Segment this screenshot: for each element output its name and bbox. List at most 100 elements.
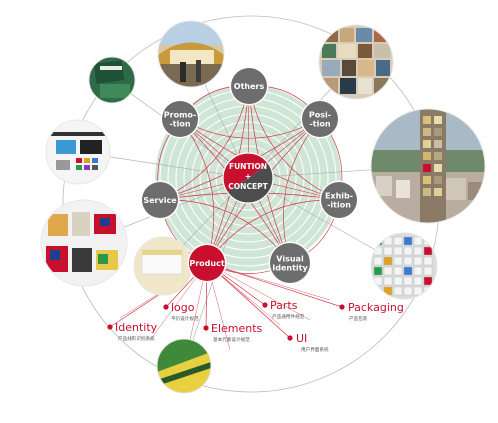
photo-mosaic: [319, 25, 393, 99]
panel-cell: [383, 236, 393, 246]
photo-mosaic-frame: [318, 24, 394, 100]
subitem-parts-cn: 产品通用件规范: [272, 313, 305, 320]
subitem-identity-cn: 产品线形识别系统: [118, 335, 155, 342]
node-product-label: Product: [189, 259, 224, 268]
node-disc: [142, 182, 178, 218]
photo-stadium-frame: [157, 20, 225, 88]
panel-cell: [393, 286, 403, 296]
photo-panel: [371, 233, 437, 299]
node-position[interactable]: Posi--tion: [300, 99, 340, 139]
product-branch: [206, 262, 331, 301]
center-line-3: CONCEPT: [228, 182, 268, 191]
panel-cell: [383, 286, 393, 296]
subitem-dot: [163, 304, 169, 310]
subitem-packaging-label: Packaging: [348, 301, 404, 314]
center-line-1: FUNTION: [229, 162, 267, 171]
panel-cell: [373, 286, 383, 296]
panel-cell: [393, 266, 403, 276]
subitem-parts-label: Parts: [270, 299, 298, 312]
node-product[interactable]: Product: [187, 243, 227, 283]
panel-cell: [393, 236, 403, 246]
photo-city: [371, 109, 485, 223]
panel-cell: [373, 256, 383, 266]
product-branch: [206, 262, 343, 308]
panel-cell: [423, 266, 433, 276]
panel-cell: [373, 266, 383, 276]
panel-cell: [413, 246, 423, 256]
panel-cell: [383, 276, 393, 286]
node-visual-label: Visual: [276, 255, 304, 264]
panel-cell: [413, 276, 423, 286]
photo-booklet: [89, 57, 135, 103]
subitem-dot: [203, 325, 209, 331]
photo-webpage: [46, 120, 110, 184]
subitem-identity-label: Identity: [115, 321, 158, 334]
disc-ring: [191, 121, 305, 235]
photo-stadium: [158, 21, 224, 87]
node-promotion-label: -tion: [169, 120, 190, 129]
panel-cell: [393, 256, 403, 266]
subitem-dot: [107, 324, 113, 330]
panel-cell: [423, 256, 433, 266]
node-promotion[interactable]: Promo--tion: [160, 99, 200, 139]
subitem-elements-cn: 基本元素设计规范: [213, 336, 250, 343]
node-visual-label: Identity: [272, 264, 308, 273]
node-others[interactable]: Others: [229, 66, 269, 106]
panel-cell: [403, 256, 413, 266]
panel-cell: [423, 246, 433, 256]
subitem-ui-cn: 用户界面系统: [301, 346, 329, 353]
subitem-logo-cn: 平衍设计规范: [171, 315, 199, 322]
panel-cell: [403, 276, 413, 286]
photo-box: [134, 237, 192, 295]
photo-bags: [41, 200, 127, 286]
panel-cell: [373, 246, 383, 256]
node-disc: [302, 101, 338, 137]
node-disc: [321, 182, 357, 218]
node-promotion-label: Promo-: [164, 111, 196, 120]
photo-panel-frame: [370, 232, 438, 300]
panel-cell: [413, 266, 423, 276]
subitem-dot: [262, 302, 268, 308]
photo-bags-frame: [40, 199, 128, 287]
center-node[interactable]: FUNTION + CONCEPT: [213, 143, 283, 213]
subitem-logo-label: logo: [171, 301, 195, 314]
node-position-label: -tion: [309, 120, 330, 129]
panel-cell: [383, 266, 393, 276]
panel-cell: [403, 266, 413, 276]
node-position-label: Posi-: [309, 111, 331, 120]
photo-booklet-frame: [88, 56, 136, 104]
node-exhibition[interactable]: Exhib--ition: [319, 180, 359, 220]
panel-cell: [383, 256, 393, 266]
node-service[interactable]: Service: [140, 180, 180, 220]
disc-ring: [199, 129, 297, 227]
center-line-2: +: [245, 172, 251, 181]
node-others-label: Others: [234, 82, 265, 91]
panel-cell: [403, 286, 413, 296]
panel-cell: [413, 286, 423, 296]
node-exhibition-label: -ition: [327, 201, 351, 210]
panel-cell: [393, 276, 403, 286]
disc-ring: [175, 105, 321, 251]
panel-cell: [413, 236, 423, 246]
photo-green: [157, 339, 211, 393]
subitem-packaging-cn: 产品包装: [349, 315, 368, 322]
panel-cell: [373, 276, 383, 286]
photo-webpage-frame: [45, 119, 111, 185]
panel-cell: [403, 236, 413, 246]
node-disc: [231, 68, 267, 104]
disc-ring: [183, 113, 313, 243]
node-service-label: Service: [143, 196, 177, 205]
node-exhibition-label: Exhib-: [325, 192, 353, 201]
panel-cell: [383, 246, 393, 256]
product-branch: [206, 262, 311, 321]
photo-city-frame: [370, 108, 486, 224]
